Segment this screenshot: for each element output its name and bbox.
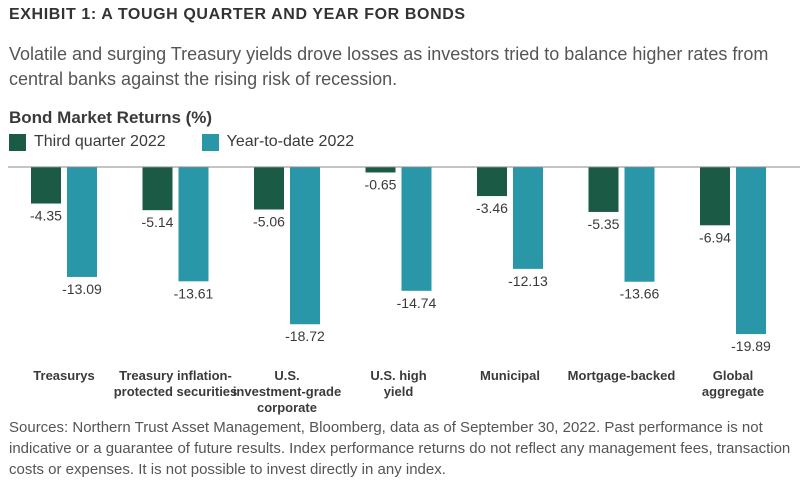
bar-ytd-5 (513, 167, 543, 269)
data-label-q3-2: -5.14 (142, 214, 174, 230)
exhibit-title: EXHIBIT 1: A TOUGH QUARTER AND YEAR FOR … (9, 6, 466, 23)
data-label-ytd-4: -14.74 (397, 295, 437, 311)
bar-q3-6 (588, 167, 619, 212)
data-label-ytd-6: -13.66 (620, 286, 660, 302)
data-label-q3-5: -3.46 (476, 200, 508, 216)
chart-title: Bond Market Returns (%) (9, 108, 213, 127)
category-label-7: Global aggregate (702, 368, 764, 399)
bar-q3-1 (31, 167, 61, 204)
bar-ytd-4 (401, 167, 432, 291)
legend-label-q3: Third quarter 2022 (34, 133, 166, 150)
bar-q3-5 (477, 167, 507, 197)
category-label-line: Treasury inflation- (119, 368, 232, 383)
category-label-line: Global (713, 368, 753, 383)
category-label-2: Treasury inflation-protected securities (114, 368, 238, 399)
bar-chart: -4.35 -13.09 Treasurys -5.14 -13.61 Treasury … (8, 166, 800, 415)
bar-q3-2 (142, 167, 173, 211)
category-label-4: U.S. high yield (370, 368, 426, 399)
legend-swatch-q3 (9, 133, 26, 151)
category-label-line: corporate (257, 400, 317, 415)
data-label-ytd-7: -19.89 (731, 338, 771, 354)
legend-item-ytd: Year-to-date 2022 (201, 133, 355, 151)
legend-item-q3: Third quarter 2022 (9, 133, 166, 151)
legend-label-ytd: Year-to-date 2022 (226, 133, 355, 150)
bar-ytd-1 (67, 167, 97, 277)
data-label-ytd-2: -13.61 (174, 285, 214, 301)
category-label-line: investment-grade (233, 384, 341, 399)
bar-ytd-6 (624, 167, 655, 282)
legend: Third quarter 2022 Year-to-date 2022 (9, 133, 390, 151)
category-label-line: Treasurys (33, 368, 94, 383)
category-label-3: U.S. investment-grade corporate (233, 368, 341, 415)
bar-ytd-2 (178, 167, 209, 282)
category-label-line: Mortgage-backed (568, 368, 676, 383)
category-label-line: yield (384, 384, 414, 399)
data-label-q3-3: -5.06 (253, 214, 285, 230)
bar-q3-3 (254, 167, 284, 210)
sources-note: Sources: Northern Trust Asset Management… (9, 419, 791, 478)
category-label-5: Municipal (480, 368, 540, 383)
data-label-q3-1: -4.35 (30, 208, 62, 224)
category-label-1: Treasurys (33, 368, 94, 383)
data-label-ytd-1: -13.09 (62, 281, 102, 297)
data-label-q3-4: -0.65 (365, 176, 397, 192)
data-label-q3-6: -5.35 (588, 216, 620, 232)
category-label-line: U.S. (274, 368, 299, 383)
chart-subtitle: Volatile and surging Treasury yields dro… (9, 44, 769, 89)
bar-q3-4 (365, 167, 396, 173)
category-label-6: Mortgage-backed (568, 368, 676, 383)
legend-swatch-ytd (201, 133, 219, 151)
data-label-q3-7: -6.94 (699, 229, 731, 245)
category-label-line: aggregate (702, 384, 764, 399)
data-label-ytd-5: -12.13 (508, 273, 548, 289)
category-label-line: protected securities (114, 384, 238, 399)
bar-ytd-3 (290, 167, 320, 325)
data-label-ytd-3: -18.72 (285, 328, 325, 344)
bar-q3-7 (700, 167, 730, 226)
category-label-line: Municipal (480, 368, 540, 383)
bar-ytd-7 (736, 167, 766, 335)
category-label-line: U.S. high (370, 368, 426, 383)
